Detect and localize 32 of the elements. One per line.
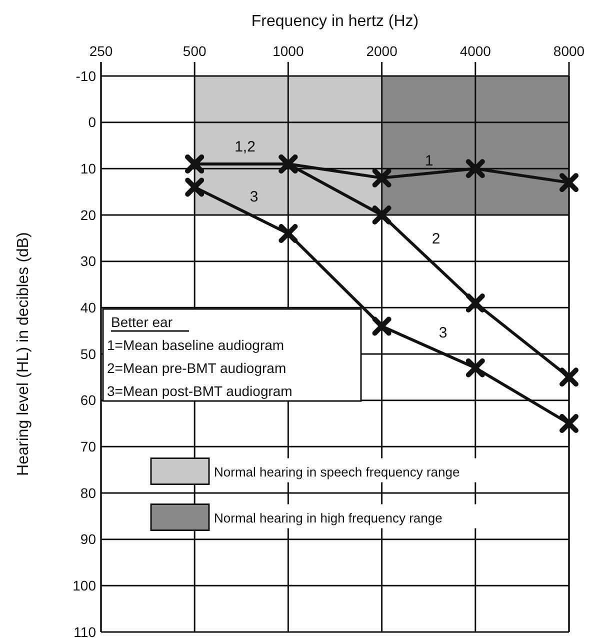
- annotation: Better ear: [111, 314, 173, 330]
- y-tick-label: 70: [80, 438, 96, 455]
- x-tick-label: 4000: [460, 43, 492, 59]
- y-tick-label: 100: [72, 578, 96, 594]
- y-tick-label: 80: [80, 484, 96, 501]
- y-tick-label: 90: [80, 531, 96, 548]
- y-tick-label: 40: [80, 300, 96, 316]
- legend-label: Normal hearing in high frequency range: [214, 510, 442, 526]
- x-tick-label: 1000: [272, 43, 304, 59]
- y-tick-label: 50: [80, 346, 96, 362]
- x-axis-title: Frequency in hertz (Hz): [251, 13, 419, 30]
- annotation: 1=Mean baseline audiogram: [107, 337, 284, 353]
- legend-label: Normal hearing in speech frequency range: [214, 464, 460, 480]
- y-axis-title: Hearing level (HL) in decibles (dB): [15, 232, 32, 476]
- y-tick-label: 0: [88, 114, 96, 130]
- annotation: 3: [438, 324, 448, 342]
- annotation: 3=Mean post-BMT audiogram: [107, 383, 292, 399]
- y-tick-label: 110: [74, 624, 96, 638]
- x-tick-label: 8000: [553, 43, 585, 59]
- annotation: 1,2: [234, 138, 256, 156]
- y-tick-label: 20: [80, 206, 96, 223]
- y-tick-label: -10: [76, 68, 96, 84]
- annotation: 2: [432, 230, 440, 248]
- annotation: 3: [250, 188, 258, 206]
- x-tick-label: 500: [182, 43, 206, 59]
- x-tick-label: 2000: [366, 43, 398, 59]
- annotation: 2=Mean pre-BMT audiogram: [107, 360, 286, 376]
- y-tick-label: 60: [80, 392, 96, 408]
- y-tick-label: 30: [80, 253, 96, 270]
- x-tick-label: 250: [89, 43, 113, 59]
- annotation: 1: [424, 152, 434, 170]
- y-tick-label: 10: [80, 160, 96, 177]
